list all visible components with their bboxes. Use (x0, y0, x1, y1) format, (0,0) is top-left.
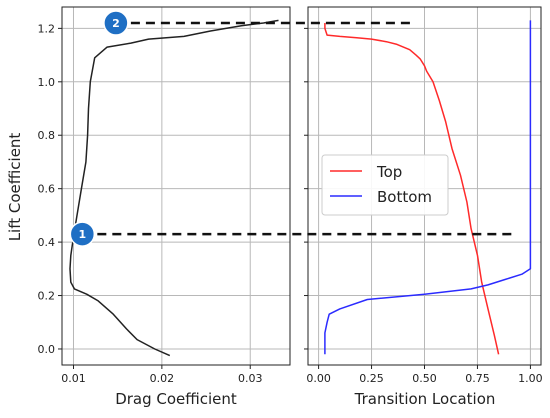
annotation-badge-1: 1 (69, 221, 96, 247)
right-x-tick-label-4: 1.00 (518, 372, 543, 385)
annotation-badge-circle (103, 10, 129, 36)
right-panel: 0.00 0.25 0.50 0.75 1.00 (304, 6, 543, 385)
dashed-markers: 21 (69, 10, 516, 247)
annotation-badge-2: 2 (103, 10, 129, 36)
left-panel: 0.01 0.02 0.03 0.0 0.2 0.4 0.6 0.8 1.0 1.2 (38, 6, 291, 385)
right-series-line-top (324, 23, 500, 355)
left-x-tick-label-0: 0.01 (61, 372, 86, 385)
annotation-badge-circle (69, 221, 96, 247)
annotation-badge-label: 2 (112, 17, 120, 30)
legend: Top Bottom (321, 154, 449, 216)
left-y-tick-label-5: 1.0 (38, 76, 56, 89)
left-y-tick-label-6: 1.2 (38, 22, 56, 35)
right-x-axis-label: Transition Location (354, 390, 496, 408)
left-y-tick-label-4: 0.8 (38, 129, 56, 142)
left-x-tick-label-2: 0.03 (238, 372, 263, 385)
right-x-tick-label-1: 0.25 (359, 372, 384, 385)
annotation-badge-label: 1 (78, 228, 86, 241)
right-x-tick-label-2: 0.50 (412, 372, 437, 385)
right-x-tick-label-0: 0.00 (306, 372, 331, 385)
legend-label-bottom: Bottom (377, 188, 432, 206)
legend-box (321, 154, 449, 216)
left-y-tick-label-3: 0.6 (38, 183, 56, 196)
right-x-tick-label-3: 0.75 (465, 372, 490, 385)
left-x-tick-label-1: 0.02 (150, 372, 175, 385)
left-y-tick-label-0: 0.0 (38, 343, 56, 356)
left-y-tick-label-2: 0.4 (38, 236, 56, 249)
right-series-line-bottom (324, 20, 532, 355)
y-axis-label: Lift Coefficient (6, 133, 24, 242)
legend-label-top: Top (376, 163, 402, 181)
left-y-tick-label-1: 0.2 (38, 290, 56, 303)
left-axes-frame (61, 6, 291, 366)
left-x-axis-label: Drag Coefficient (115, 390, 237, 408)
left-series-line-0 (69, 19, 279, 357)
